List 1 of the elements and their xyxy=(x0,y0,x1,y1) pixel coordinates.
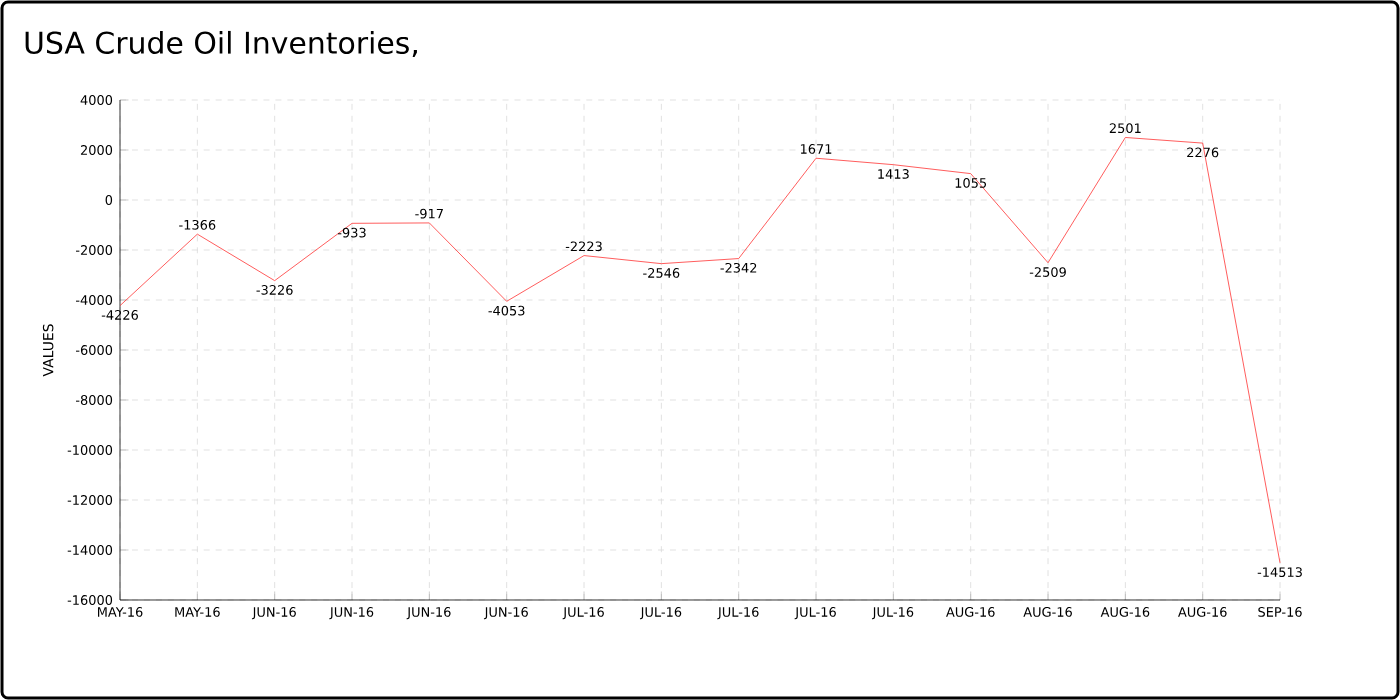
chart-title: USA Crude Oil Inventories, xyxy=(25,30,417,58)
